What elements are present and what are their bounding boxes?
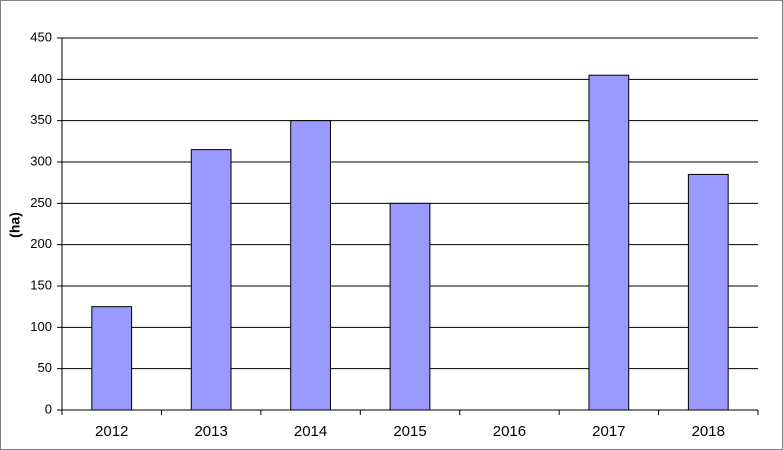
y-tick-label: 250 — [30, 195, 52, 210]
y-tick-label: 0 — [45, 401, 52, 416]
bar — [389, 202, 431, 411]
bar — [190, 149, 232, 411]
y-axis-label: (ha) — [7, 212, 23, 238]
y-tick-label: 100 — [30, 319, 52, 334]
bar — [687, 173, 729, 411]
x-tick-label: 2015 — [393, 423, 426, 440]
y-tick-label: 150 — [30, 277, 52, 292]
y-tick-label: 350 — [30, 112, 52, 127]
y-tick-label: 200 — [30, 236, 52, 251]
bar — [91, 306, 133, 411]
x-tick-label: 2012 — [95, 423, 128, 440]
y-tick-label: 300 — [30, 153, 52, 168]
x-tick-label: 2017 — [592, 423, 625, 440]
bar — [588, 74, 630, 411]
x-tick-label: 2014 — [294, 423, 327, 440]
x-tick-label: 2016 — [493, 423, 526, 440]
bar — [290, 120, 331, 411]
y-tick-label: 400 — [30, 71, 52, 86]
y-tick-label: 50 — [38, 360, 52, 375]
y-tick-label: 450 — [30, 29, 52, 44]
x-tick-label: 2018 — [692, 423, 725, 440]
x-tick-label: 2013 — [194, 423, 227, 440]
